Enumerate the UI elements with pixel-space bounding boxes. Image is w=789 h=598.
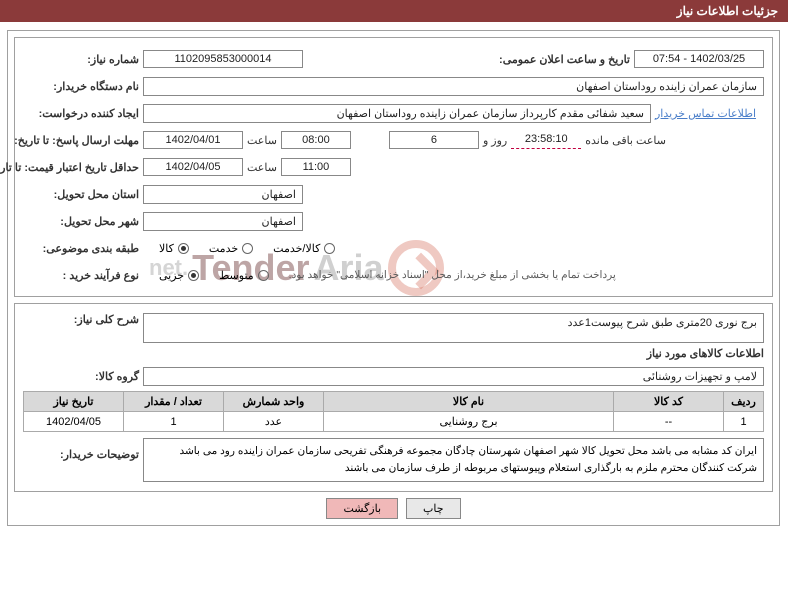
cell-qty: 1 [125,412,225,432]
reply-hour-field: 08:00 [282,131,352,149]
time-remaining-field: 23:58:10 [512,131,582,149]
radio-icon [243,243,254,254]
days-remaining-field: 6 [390,131,480,149]
description-box: شرح کلی نیاز: برج نوری 20متری طبق شرح پی… [15,303,774,492]
button-row: چاپ بازگشت [15,498,774,519]
radio-icon [179,243,190,254]
general-desc-field: برج نوری 20متری طبق شرح پیوست1عدد [144,313,765,343]
print-button[interactable]: چاپ [407,498,462,519]
table-row: 1 -- برج روشنایی عدد 1 1402/04/05 [25,412,765,432]
radio-icon [325,243,336,254]
reply-deadline-label: مهلت ارسال پاسخ: تا تاریخ: [30,134,140,147]
radio-icon [259,270,270,281]
buyer-org-label: نام دستگاه خریدار: [30,80,140,93]
cell-code: -- [615,412,725,432]
remaining-label: ساعت باقی مانده [586,134,667,147]
items-table: ردیف کد کالا نام کالا واحد شمارش تعداد /… [24,391,765,432]
validity-label: حداقل تاریخ اعتبار قیمت: تا تاریخ: [30,161,140,174]
requester-field: سعید شفائی مقدم کارپرداز سازمان عمران زا… [144,104,652,123]
th-unit: واحد شمارش [225,392,325,412]
radio-service[interactable]: خدمت [210,242,254,255]
cell-row: 1 [725,412,765,432]
city-label: شهر محل تحویل: [30,215,140,228]
hour-label-2: ساعت [248,161,278,174]
hour-label-1: ساعت [248,134,278,147]
province-field: اصفهان [144,185,304,204]
general-desc-label: شرح کلی نیاز: [30,313,140,326]
city-field: اصفهان [144,212,304,231]
validity-date-field: 1402/04/05 [144,158,244,176]
main-panel: شماره نیاز: 1102095853000014 تاریخ و ساع… [8,30,781,526]
radio-medium[interactable]: متوسط [220,269,270,282]
announce-label: تاریخ و ساعت اعلان عمومی: [500,53,631,66]
return-button[interactable]: بازگشت [327,498,399,519]
buyer-notes-field: ایران کد مشابه می باشد محل تحویل کالا شه… [144,438,765,482]
th-row: ردیف [725,392,765,412]
radio-goods[interactable]: کالا [160,242,190,255]
goods-group-field: لامپ و تجهیزات روشنائی [144,367,765,386]
th-qty: تعداد / مقدار [125,392,225,412]
reply-date-field: 1402/04/01 [144,131,244,149]
process-note: پرداخت تمام یا بخشی از مبلغ خرید،از محل … [290,269,617,281]
cell-name: برج روشنایی [325,412,615,432]
radio-goods-service[interactable]: کالا/خدمت [274,242,336,255]
buyer-org-field: سازمان عمران زاینده روداستان اصفهان [144,77,765,96]
title-bar: جزئیات اطلاعات نیاز [0,0,789,22]
validity-hour-field: 11:00 [282,158,352,176]
th-name: نام کالا [325,392,615,412]
goods-group-label: گروه کالا: [30,370,140,383]
category-label: طبقه بندی موضوعی: [30,242,140,255]
process-label: نوع فرآیند خرید : [30,269,140,282]
province-label: استان محل تحویل: [30,188,140,201]
radio-icon [189,270,200,281]
buyer-contact-link[interactable]: اطلاعات تماس خریدار [656,107,757,120]
cell-date: 1402/04/05 [25,412,125,432]
need-number-label: شماره نیاز: [30,53,140,66]
need-number-field: 1102095853000014 [144,50,304,68]
th-code: کد کالا [615,392,725,412]
radio-partial[interactable]: جزیی [160,269,200,282]
items-info-title: اطلاعات کالاهای مورد نیاز [24,347,765,360]
details-box: شماره نیاز: 1102095853000014 تاریخ و ساع… [15,37,774,297]
requester-label: ایجاد کننده درخواست: [30,107,140,120]
announce-field: 1402/03/25 - 07:54 [635,50,765,68]
cell-unit: عدد [225,412,325,432]
page-title: جزئیات اطلاعات نیاز [678,4,779,18]
buyer-notes-label: توضیحات خریدار: [30,438,140,461]
th-date: تاریخ نیاز [25,392,125,412]
days-and-label: روز و [484,134,508,147]
